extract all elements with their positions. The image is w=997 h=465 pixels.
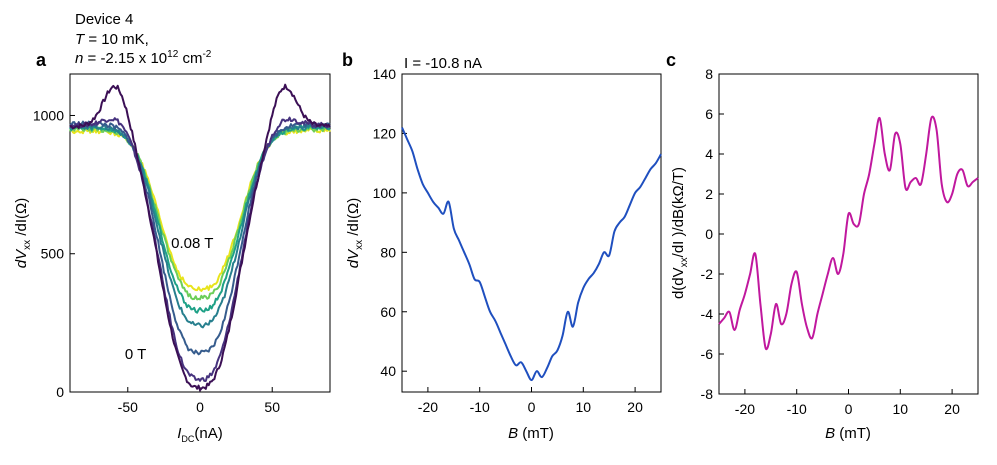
panel-c-ytick-label: -8: [701, 386, 714, 402]
panel-c-ytick-label: 6: [705, 106, 713, 122]
panel-a-xlabel-var: I: [177, 425, 181, 442]
panel-c-ylabel: d(dVxx/dI )/dB(kΩ/T): [670, 167, 690, 299]
density-var: n: [75, 50, 83, 67]
panel-c-ytick-label: -6: [701, 346, 714, 362]
panel-c-xtick-label: 10: [893, 401, 909, 417]
panel-label-b: b: [342, 50, 353, 70]
density-label: n = -2.15 x 1012 cm-2: [75, 49, 212, 67]
panel-b-xlabel-var: B: [508, 425, 518, 442]
panel-b-xlabel-unit: (mT): [518, 425, 554, 442]
panel-b-ytick-label: 140: [373, 66, 397, 82]
annotation-zero-field: 0 T: [125, 346, 146, 363]
panel-a-series-line: [69, 120, 331, 356]
panel-c-xtick-label: 0: [845, 401, 853, 417]
panel-c-ytick-label: -4: [701, 306, 714, 322]
panel-b-ylabel: dVxx /dI(Ω): [345, 198, 365, 268]
temperature-var: T: [75, 31, 86, 48]
temperature-value: = 10 mK,: [84, 31, 149, 48]
panel-b-xtick-label: -10: [470, 399, 490, 415]
panel-a-ylabel: dVxx /dI(Ω): [13, 198, 33, 268]
panel-c-ylabel-sub: xx: [679, 257, 690, 267]
panel-a-series-line: [69, 116, 331, 382]
panel-c-xlabel-var: B: [825, 425, 835, 442]
annotation-high-field: 0.08 T: [171, 235, 213, 252]
panel-label-c: c: [666, 50, 676, 70]
panel-b-ylabel-sub: xx: [354, 240, 365, 250]
panel-c-xtick-label: -20: [735, 401, 755, 417]
density-unit-exponent: -2: [202, 49, 211, 60]
panel-a-ylabel-var: dV: [13, 248, 30, 268]
panel-a-xtick-label: 0: [196, 399, 204, 415]
panel-b-ytick-label: 100: [373, 185, 397, 201]
panel-b-series-line: [401, 127, 662, 382]
panel-c-xlabel-unit: (mT): [835, 425, 871, 442]
panel-c-ytick-label: 4: [705, 146, 713, 162]
panel-b-xtick-label: 10: [576, 399, 592, 415]
panel-b-ytick-label: 40: [380, 363, 396, 379]
panel-a-ylabel-unit: /dI(Ω): [13, 198, 30, 240]
panel-b-ytick-label: 60: [380, 304, 396, 320]
device-label: Device 4: [75, 11, 133, 28]
panel-b-ytick-label: 80: [380, 244, 396, 260]
panel-b-ticks: -20 -10 0 10 20 40 60 80 100 120 140: [373, 66, 643, 415]
panel-b-xtick-label: 0: [528, 399, 536, 415]
panel-c-ylabel-pre: d(dV: [670, 267, 687, 299]
panel-a-xtick-label: -50: [118, 399, 138, 415]
panel-a-xlabel: IDC(nA): [177, 425, 223, 444]
panel-c-series-line: [718, 115, 979, 351]
panel-label-a: a: [36, 50, 47, 70]
density-value: = -2.15 x 10: [83, 50, 167, 67]
panel-b-ytick-label: 120: [373, 125, 397, 141]
panel-a-series-line: [69, 83, 331, 392]
panel-b-curves: [401, 127, 662, 382]
panel-b-title: I = -10.8 nA: [404, 55, 482, 72]
panel-c-xtick-label: -10: [787, 401, 807, 417]
panel-b-ylabel-var: dV: [345, 248, 362, 268]
panel-a-series-line: [69, 123, 331, 329]
panel-a-series-line: [69, 124, 331, 314]
panel-a-series-line: [69, 127, 331, 292]
panel-c-frame: [718, 73, 979, 395]
panel-b-xtick-label: 20: [627, 399, 643, 415]
panel-c-ytick-label: -2: [701, 266, 714, 282]
panel-b-xlabel: B (mT): [508, 425, 554, 442]
panel-a-curves: [69, 83, 331, 392]
panel-a-ylabel-sub: xx: [22, 240, 33, 250]
panel-c-xlabel: B (mT): [825, 425, 871, 442]
panel-a-xtick-label: 50: [264, 399, 280, 415]
panel-a-xlabel-sub: DC: [181, 434, 194, 444]
panel-c-ytick-label: 2: [705, 186, 713, 202]
panel-a-series-line: [69, 125, 331, 301]
density-exponent: 12: [167, 49, 179, 60]
panel-c-xtick-label: 20: [944, 401, 960, 417]
panel-a-ytick-label: 0: [56, 384, 64, 400]
panel-c-ytick-label: 8: [705, 66, 713, 82]
panel-c-curves: [718, 115, 979, 351]
panel-b-frame: [401, 73, 662, 393]
panel-c-ytick-label: 0: [705, 226, 713, 242]
panel-a-ytick-label: 500: [41, 246, 65, 262]
panel-c-ylabel-unit: /dI )/dB(kΩ/T): [670, 167, 687, 257]
density-unit: cm: [178, 50, 202, 67]
panel-a-xlabel-unit: (nA): [194, 425, 222, 442]
panel-b-ylabel-unit: /dI(Ω): [345, 198, 362, 240]
temperature-label: T = 10 mK,: [75, 31, 149, 48]
panel-a-ytick-label: 1000: [33, 107, 64, 123]
panel-b-xtick-label: -20: [418, 399, 438, 415]
